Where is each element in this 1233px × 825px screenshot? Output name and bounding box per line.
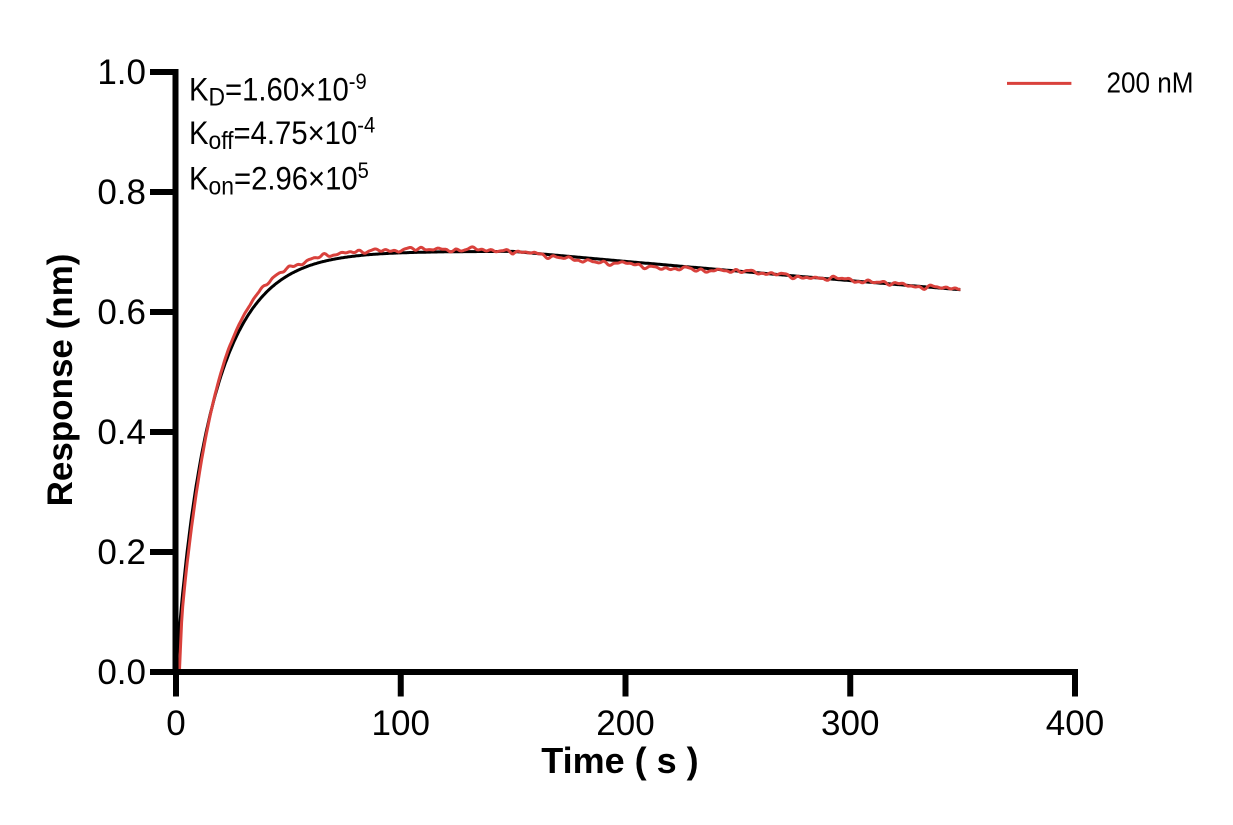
svg-text:100: 100 [372, 704, 430, 743]
svg-text:1.0: 1.0 [97, 53, 146, 92]
svg-text:200: 200 [596, 704, 654, 743]
svg-text:0.0: 0.0 [97, 653, 146, 692]
svg-text:Time ( s ): Time ( s ) [541, 740, 698, 781]
svg-text:0.6: 0.6 [97, 293, 146, 332]
svg-text:0.8: 0.8 [97, 173, 146, 212]
svg-text:Response (nm): Response (nm) [41, 254, 80, 507]
svg-text:400: 400 [1046, 704, 1104, 743]
svg-text:Koff=4.75×10-4: Koff=4.75×10-4 [189, 114, 375, 156]
svg-text:0.4: 0.4 [97, 413, 146, 452]
svg-text:200 nM: 200 nM [1107, 66, 1194, 99]
svg-text:0.2: 0.2 [97, 533, 146, 572]
svg-text:300: 300 [821, 704, 879, 743]
svg-text:0: 0 [166, 704, 185, 743]
